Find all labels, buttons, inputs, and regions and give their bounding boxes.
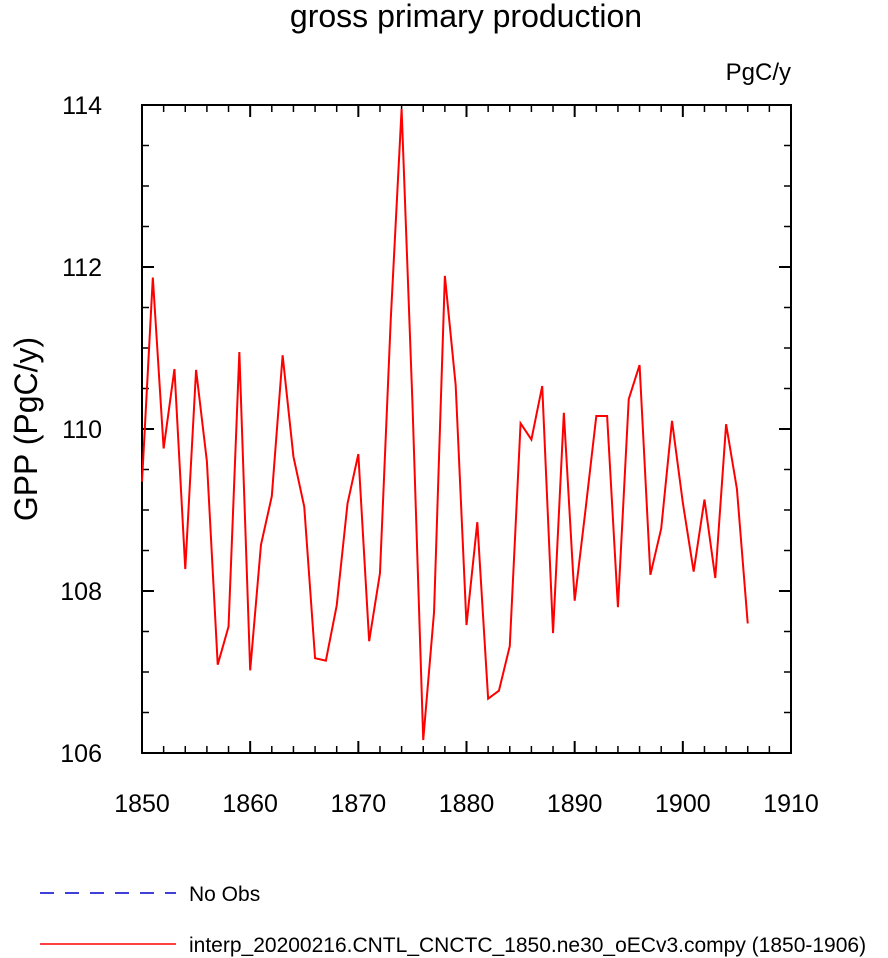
x-tick-label: 1910	[763, 790, 819, 818]
axis-tick-labels: 1850 1860 1870 1880 1890 1900 1910 106 108 110 112…	[60, 92, 819, 818]
plot-area: 1850 1860 1870 1880 1890 1900 1910 106 108 110 112…	[60, 92, 819, 818]
chart-title: gross primary production	[290, 0, 642, 34]
data-series	[141, 108, 749, 741]
y-tick-label: 110	[62, 416, 102, 444]
series-line-gpp	[141, 108, 749, 741]
y-tick-label: 112	[62, 254, 102, 282]
y-tick-label: 106	[60, 740, 102, 768]
x-tick-label: 1870	[331, 790, 387, 818]
legend-label-no-obs: No Obs	[189, 883, 260, 906]
legend-item-model: interp_20200216.CNTL_CNCTC_1850.ne30_oEC…	[40, 934, 866, 957]
legend: No Obs interp_20200216.CNTL_CNCTC_1850.n…	[40, 883, 866, 957]
y-axis-label: GPP (PgC/y)	[8, 337, 44, 521]
x-tick-label: 1880	[439, 790, 495, 818]
legend-label-model: interp_20200216.CNTL_CNCTC_1850.ne30_oEC…	[189, 934, 866, 957]
axis-ticks	[141, 104, 792, 754]
x-tick-label: 1850	[114, 790, 170, 818]
x-tick-label: 1860	[222, 790, 278, 818]
y-tick-label: 114	[62, 92, 102, 120]
units-label: PgC/y	[726, 59, 791, 86]
legend-item-no-obs: No Obs	[40, 883, 260, 906]
plot-frame	[141, 104, 792, 754]
y-tick-label: 108	[60, 578, 102, 606]
x-tick-label: 1900	[655, 790, 711, 818]
x-tick-label: 1890	[547, 790, 603, 818]
